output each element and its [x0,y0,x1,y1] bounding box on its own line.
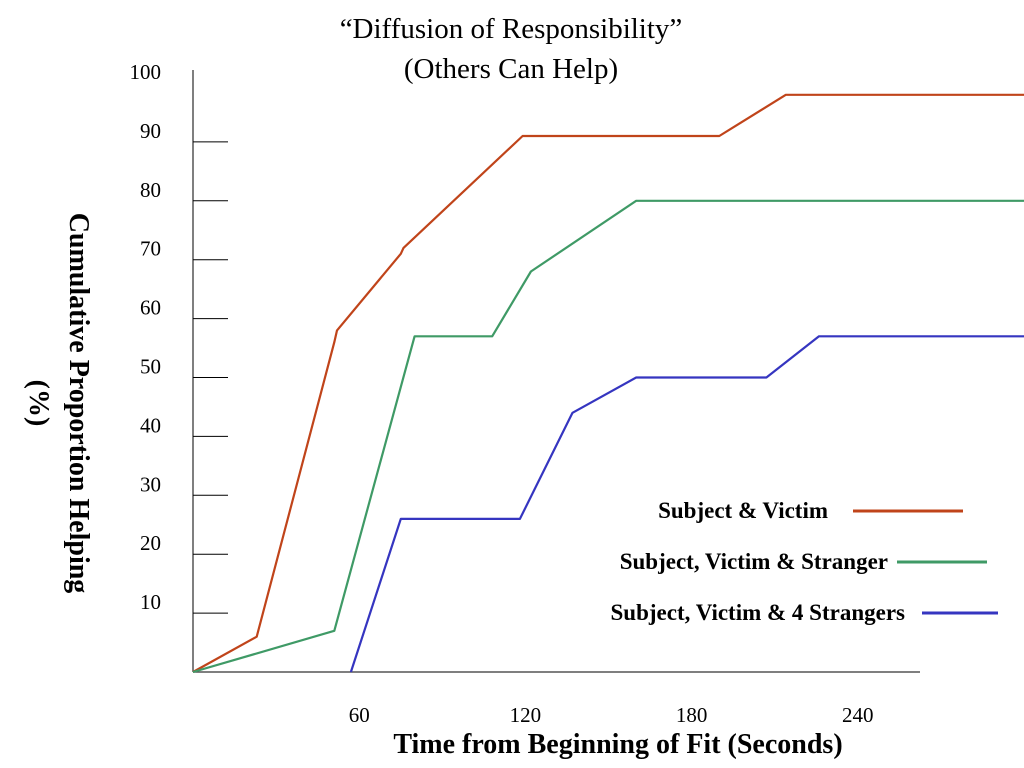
y-axis-title: Cumulative Proportion Helping (%) [23,213,94,594]
x-tick-label: 120 [510,703,542,727]
axes [192,70,920,673]
y-tick-label: 10 [140,590,161,614]
y-tick-label: 70 [140,237,161,261]
x-tick-label: 240 [842,703,874,727]
series-line-2 [192,199,1024,674]
series-lines [192,93,1024,674]
y-tick-label: 30 [140,472,161,496]
chart-title: “Diffusion of Responsibility” (Others Ca… [340,13,683,85]
y-tick-label: 90 [140,119,161,143]
x-tick-label: 180 [676,703,708,727]
legend: Subject & Victim Subject, Victim & Strang… [611,498,998,625]
legend-label: Subject, Victim & 4 Strangers [611,600,906,625]
chart-title-line-1: “Diffusion of Responsibility” [340,13,683,45]
y-axis-title-line-1: Cumulative Proportion Helping [63,213,94,594]
y-tick-label: 40 [140,413,161,437]
legend-label: Subject & Victim [658,498,828,523]
y-axis-title-line-2: (%) [23,380,54,427]
y-tick-label: 20 [140,531,161,555]
y-ticks: 10 20 30 40 50 60 70 80 90 100 [130,60,228,614]
y-tick-label: 60 [140,296,161,320]
y-tick-label: 80 [140,178,161,202]
series-line-1 [192,93,1024,673]
y-tick-label: 50 [140,355,161,379]
x-ticks: 60 120 180 240 [349,703,874,727]
series-line-3 [349,335,1024,673]
x-tick-label: 60 [349,703,370,727]
legend-label: Subject, Victim & Stranger [620,549,888,574]
x-axis-title: Time from Beginning of Fit (Seconds) [393,729,842,760]
chart-title-line-2: (Others Can Help) [404,53,618,85]
y-tick-label: 100 [130,60,162,84]
